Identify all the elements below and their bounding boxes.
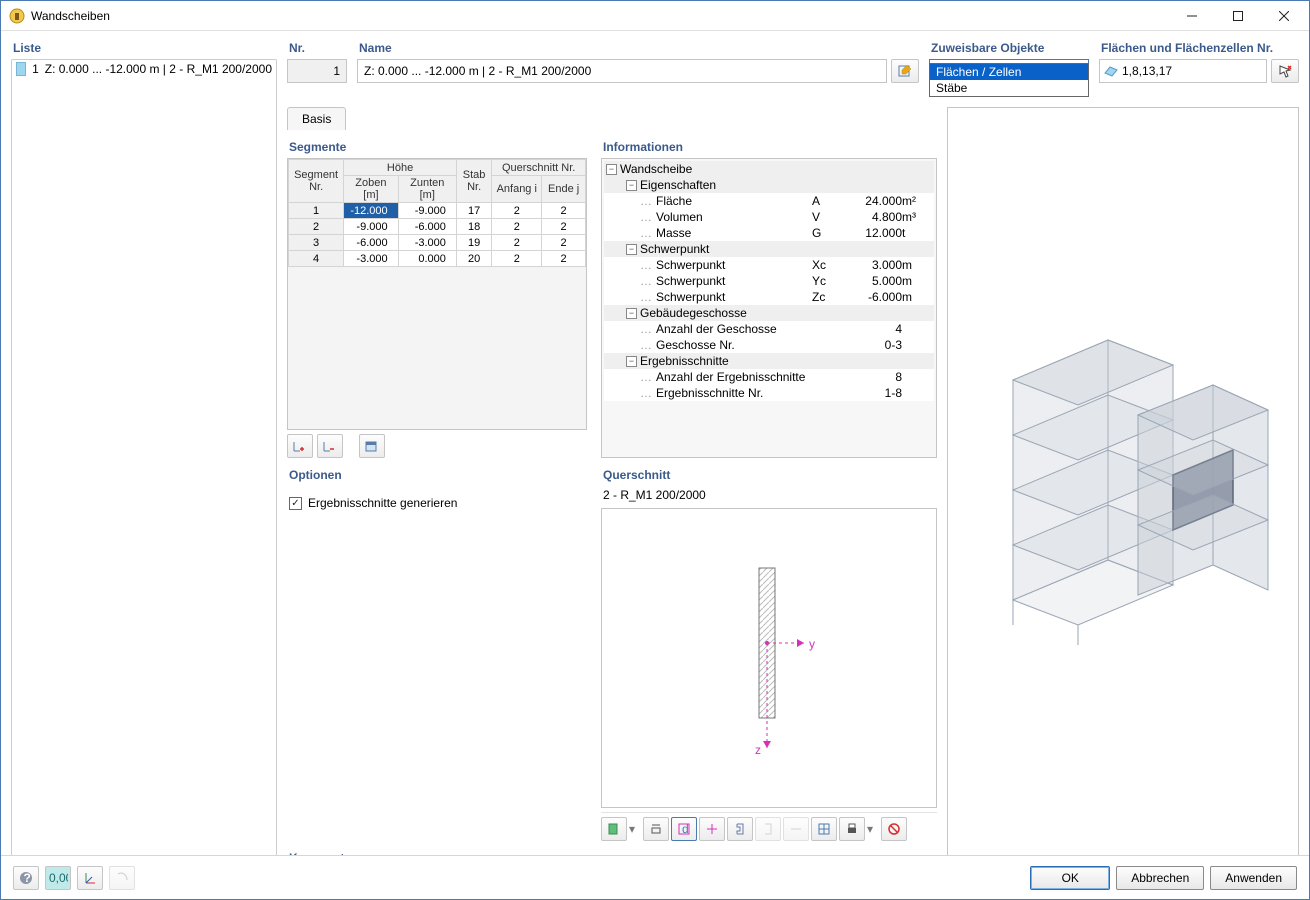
svg-text:y: y — [809, 637, 815, 651]
flz-input[interactable]: 1,8,13,17 — [1099, 59, 1267, 83]
flz-label: Flächen und Flächenzellen Nr. — [1099, 39, 1299, 59]
tab-basis[interactable]: Basis — [287, 107, 346, 130]
nr-label: Nr. — [287, 39, 347, 59]
assignable-label: Zuweisbare Objekte — [929, 39, 1089, 59]
qs-btn-print[interactable] — [839, 817, 865, 841]
table-row[interactable]: 3-6.000-3.0001922 — [289, 235, 586, 251]
pick-flz-button[interactable] — [1271, 59, 1299, 83]
qs-btn-2[interactable] — [643, 817, 669, 841]
tabbar: Basis — [287, 107, 937, 130]
checkbox-icon: ✓ — [289, 497, 302, 510]
qs-btn-3[interactable]: d — [671, 817, 697, 841]
name-label: Name — [357, 39, 919, 59]
window-title: Wandscheiben — [31, 9, 1169, 23]
bottom-bar: ? 0,00 OK Abbrechen Anwenden — [1, 855, 1309, 899]
qs-btn-target[interactable] — [881, 817, 907, 841]
info-tree[interactable]: −Wandscheibe−EigenschaftenFlächeA24.000m… — [601, 158, 937, 458]
seg-settings-button[interactable] — [359, 434, 385, 458]
app-icon — [9, 8, 25, 24]
table-row[interactable]: 4-3.0000.0002022 — [289, 251, 586, 267]
segments-table[interactable]: Segment Nr. Höhe Stab Nr. Querschnitt Nr… — [287, 158, 587, 430]
qs-btn-1[interactable] — [601, 817, 627, 841]
generate-checkbox[interactable]: ✓ Ergebnisschnitte generieren — [287, 492, 587, 514]
maximize-button[interactable] — [1215, 2, 1261, 30]
table-row[interactable]: 1-12.000-9.0001722 — [289, 203, 586, 219]
qs-btn-7[interactable] — [783, 817, 809, 841]
svg-text:z: z — [755, 743, 761, 757]
dropdown-option[interactable]: Stäbe — [930, 80, 1088, 96]
list-box[interactable]: 1 Z: 0.000 ... -12.000 m | 2 - R_M1 200/… — [11, 59, 277, 867]
qs-preview: y z — [601, 508, 937, 808]
list-item[interactable]: 1 Z: 0.000 ... -12.000 m | 2 - R_M1 200/… — [12, 60, 276, 78]
qs-heading: Querschnitt — [601, 466, 937, 486]
nr-field[interactable]: 1 — [287, 59, 347, 83]
close-button[interactable] — [1261, 2, 1307, 30]
svg-text:d: d — [682, 822, 689, 836]
qs-btn-5[interactable] — [727, 817, 753, 841]
units-button[interactable]: 0,00 — [45, 866, 71, 890]
qs-label: 2 - R_M1 200/2000 — [601, 486, 937, 508]
qs-toolbar: ▾ d ▾ — [601, 812, 937, 841]
script-button[interactable] — [109, 866, 135, 890]
options-heading: Optionen — [287, 466, 587, 486]
3d-preview[interactable] — [948, 108, 1298, 862]
apply-button[interactable]: Anwenden — [1210, 866, 1297, 890]
qs-btn-6[interactable] — [755, 817, 781, 841]
help-button[interactable]: ? — [13, 866, 39, 890]
list-item-icon — [16, 62, 26, 76]
surface-icon — [1104, 65, 1118, 77]
svg-text:0,00: 0,00 — [49, 872, 68, 884]
qs-btn-grid[interactable] — [811, 817, 837, 841]
table-row[interactable]: 2-9.000-6.0001822 — [289, 219, 586, 235]
seg-add-button[interactable] — [287, 434, 313, 458]
segments-heading: Segmente — [287, 138, 587, 158]
svg-text:?: ? — [24, 871, 31, 885]
dropdown-list: Flächen / Zellen Stäbe — [929, 63, 1089, 97]
edit-name-button[interactable] — [891, 59, 919, 83]
seg-remove-button[interactable] — [317, 434, 343, 458]
list-item-text: Z: 0.000 ... -12.000 m | 2 - R_M1 200/20… — [45, 62, 272, 76]
list-item-num: 1 — [32, 62, 39, 76]
axes-button[interactable] — [77, 866, 103, 890]
cancel-button[interactable]: Abbrechen — [1116, 866, 1204, 890]
ok-button[interactable]: OK — [1030, 866, 1110, 890]
qs-btn-4[interactable] — [699, 817, 725, 841]
name-input[interactable]: Z: 0.000 ... -12.000 m | 2 - R_M1 200/20… — [357, 59, 887, 83]
minimize-button[interactable] — [1169, 2, 1215, 30]
list-heading: Liste — [11, 39, 277, 59]
titlebar: Wandscheiben — [1, 1, 1309, 31]
dropdown-option[interactable]: Flächen / Zellen — [930, 64, 1088, 80]
info-heading: Informationen — [601, 138, 937, 158]
